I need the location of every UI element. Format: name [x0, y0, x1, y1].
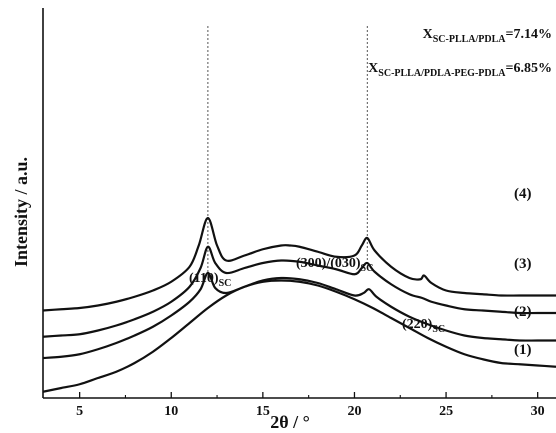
series-label-4: (4): [514, 186, 532, 202]
reference-lines: [207, 26, 368, 272]
series-label-3: (3): [514, 256, 532, 272]
peak-annotation-1: (110)SC: [189, 271, 231, 289]
x-tick-label: 30: [531, 404, 545, 419]
series-4-curve: [42, 216, 556, 312]
x-axis-title: 2θ / °: [270, 412, 310, 432]
peak-annotation-2: (300)/(030)SC: [296, 256, 373, 274]
x-tick-label: 25: [439, 404, 453, 419]
crystallinity-plla-pdla-peg-pdla: XSC-PLLA/PDLA-PEG-PDLA=6.85%: [368, 61, 552, 79]
x-tick-label: 10: [164, 404, 178, 419]
text-labels: (1) (2) (3) (4) XSC-PLLA/PDLA=7.14% XSC-PLLA/…: [189, 27, 552, 358]
x-ticks: 5 10 15 20 25 30: [76, 392, 545, 419]
peak-annotation-3: (220)SC: [402, 317, 445, 335]
x-tick-label: 20: [347, 404, 361, 419]
x-tick-label: 15: [256, 404, 270, 419]
series-2-curve: [42, 271, 556, 360]
y-axis-title: Intensity / a.u.: [11, 157, 31, 267]
x-tick-label: 5: [76, 404, 83, 419]
diffraction-curves: [42, 216, 556, 393]
series-3-curve: [42, 245, 556, 338]
crystallinity-plla-pdla: XSC-PLLA/PDLA=7.14%: [423, 27, 552, 45]
series-label-2: (2): [514, 304, 532, 320]
series-1-curve: [42, 279, 556, 393]
series-label-1: (1): [514, 342, 532, 358]
axes: [42, 8, 556, 399]
